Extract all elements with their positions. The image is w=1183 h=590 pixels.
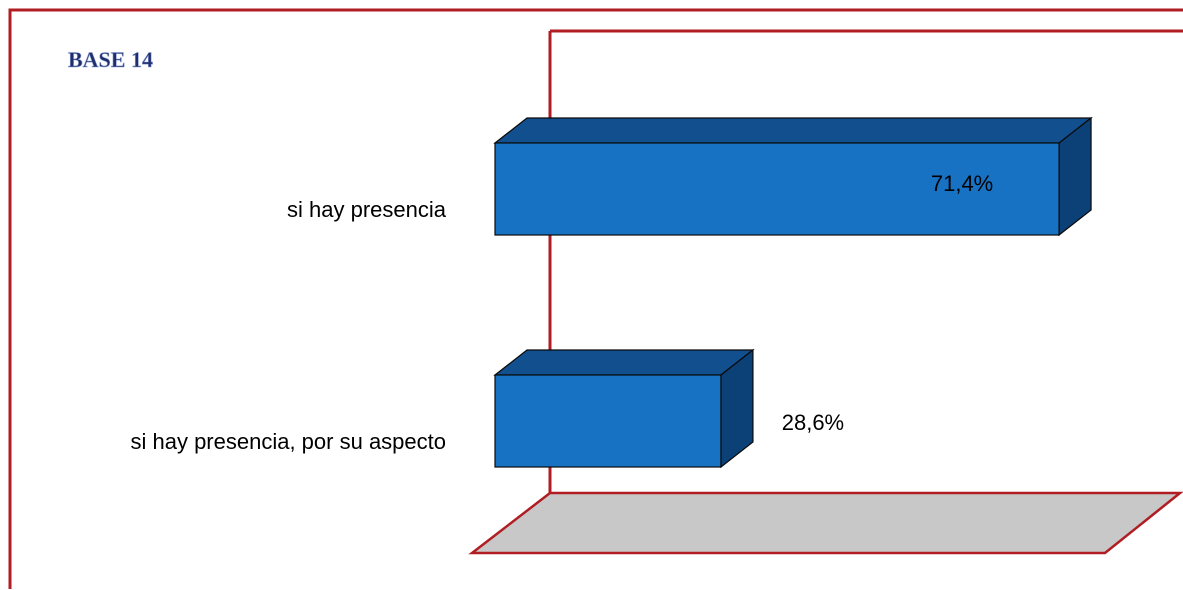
- bar-si-hay-presencia-por-su-aspecto: [493, 348, 755, 469]
- bar-top-face: [493, 349, 755, 376]
- chart-walls: [468, 29, 1183, 555]
- bar-front-face: [494, 374, 722, 468]
- outer-frame: [8, 8, 1183, 589]
- bar-si-hay-presencia: [493, 116, 1093, 237]
- bar-front-face: [494, 142, 1060, 236]
- bar-top-face: [493, 117, 1093, 144]
- category-label-si-hay-presencia-por-su-aspecto: si hay presencia, por su aspecto: [130, 429, 446, 454]
- data-label-si-hay-presencia-por-su-aspecto: 28,6%: [782, 410, 844, 435]
- bar-series: [493, 116, 1093, 469]
- chart-floor: [468, 491, 1183, 555]
- base-label: BASE 14: [68, 47, 153, 72]
- category-label-si-hay-presencia: si hay presencia: [287, 197, 447, 222]
- data-label-si-hay-presencia: 71,4%: [931, 171, 993, 196]
